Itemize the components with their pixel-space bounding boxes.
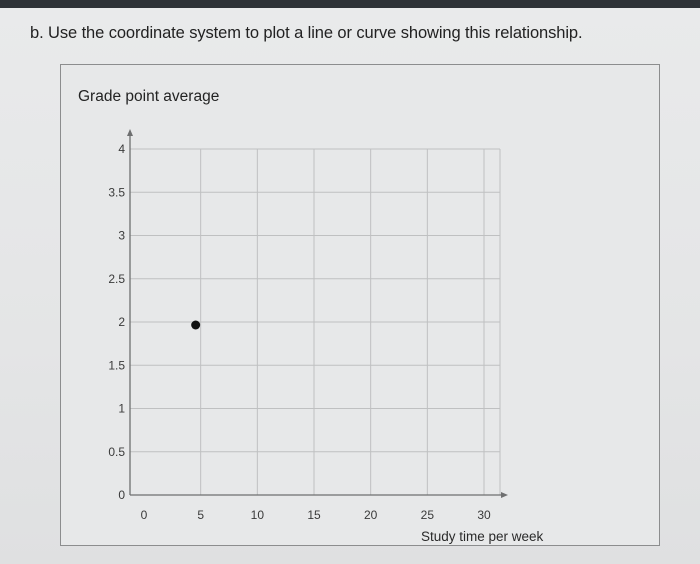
y-tick-label: 3.5	[108, 185, 125, 199]
graph-frame	[60, 64, 660, 546]
y-tick-label: 3	[118, 229, 125, 243]
x-tick-label: 25	[421, 508, 435, 522]
x-tick-label: 5	[197, 508, 204, 522]
x-tick-labels: 0 5 10 15 20 25 30	[141, 508, 491, 522]
chart-title: Grade point average	[78, 88, 220, 105]
y-tick-label: 2	[118, 315, 125, 329]
axes	[127, 129, 508, 498]
data-point	[191, 320, 201, 330]
y-tick-label: 1.5	[108, 358, 125, 372]
y-tick-label: 0.5	[108, 445, 125, 459]
question-text: b. Use the coordinate system to plot a l…	[30, 24, 583, 42]
x-tick-label: 0	[141, 508, 148, 522]
y-tick-label: 1	[118, 402, 125, 416]
x-axis-arrow	[501, 492, 508, 498]
grid-lines	[130, 148, 501, 495]
window-top-bar	[0, 0, 700, 8]
data-points	[191, 320, 201, 330]
x-tick-label: 30	[477, 508, 491, 522]
y-tick-label: 4	[118, 142, 125, 156]
y-tick-labels: 0 0.5 1 1.5 2 2.5 3 3.5 4	[108, 142, 125, 502]
y-tick-label: 2.5	[108, 272, 125, 286]
y-tick-label: 0	[118, 488, 125, 502]
x-tick-label: 15	[307, 508, 321, 522]
x-axis-label: Study time per week	[421, 529, 544, 544]
x-tick-label: 10	[251, 508, 265, 522]
y-axis-arrow	[127, 129, 133, 136]
x-tick-label: 20	[364, 508, 378, 522]
